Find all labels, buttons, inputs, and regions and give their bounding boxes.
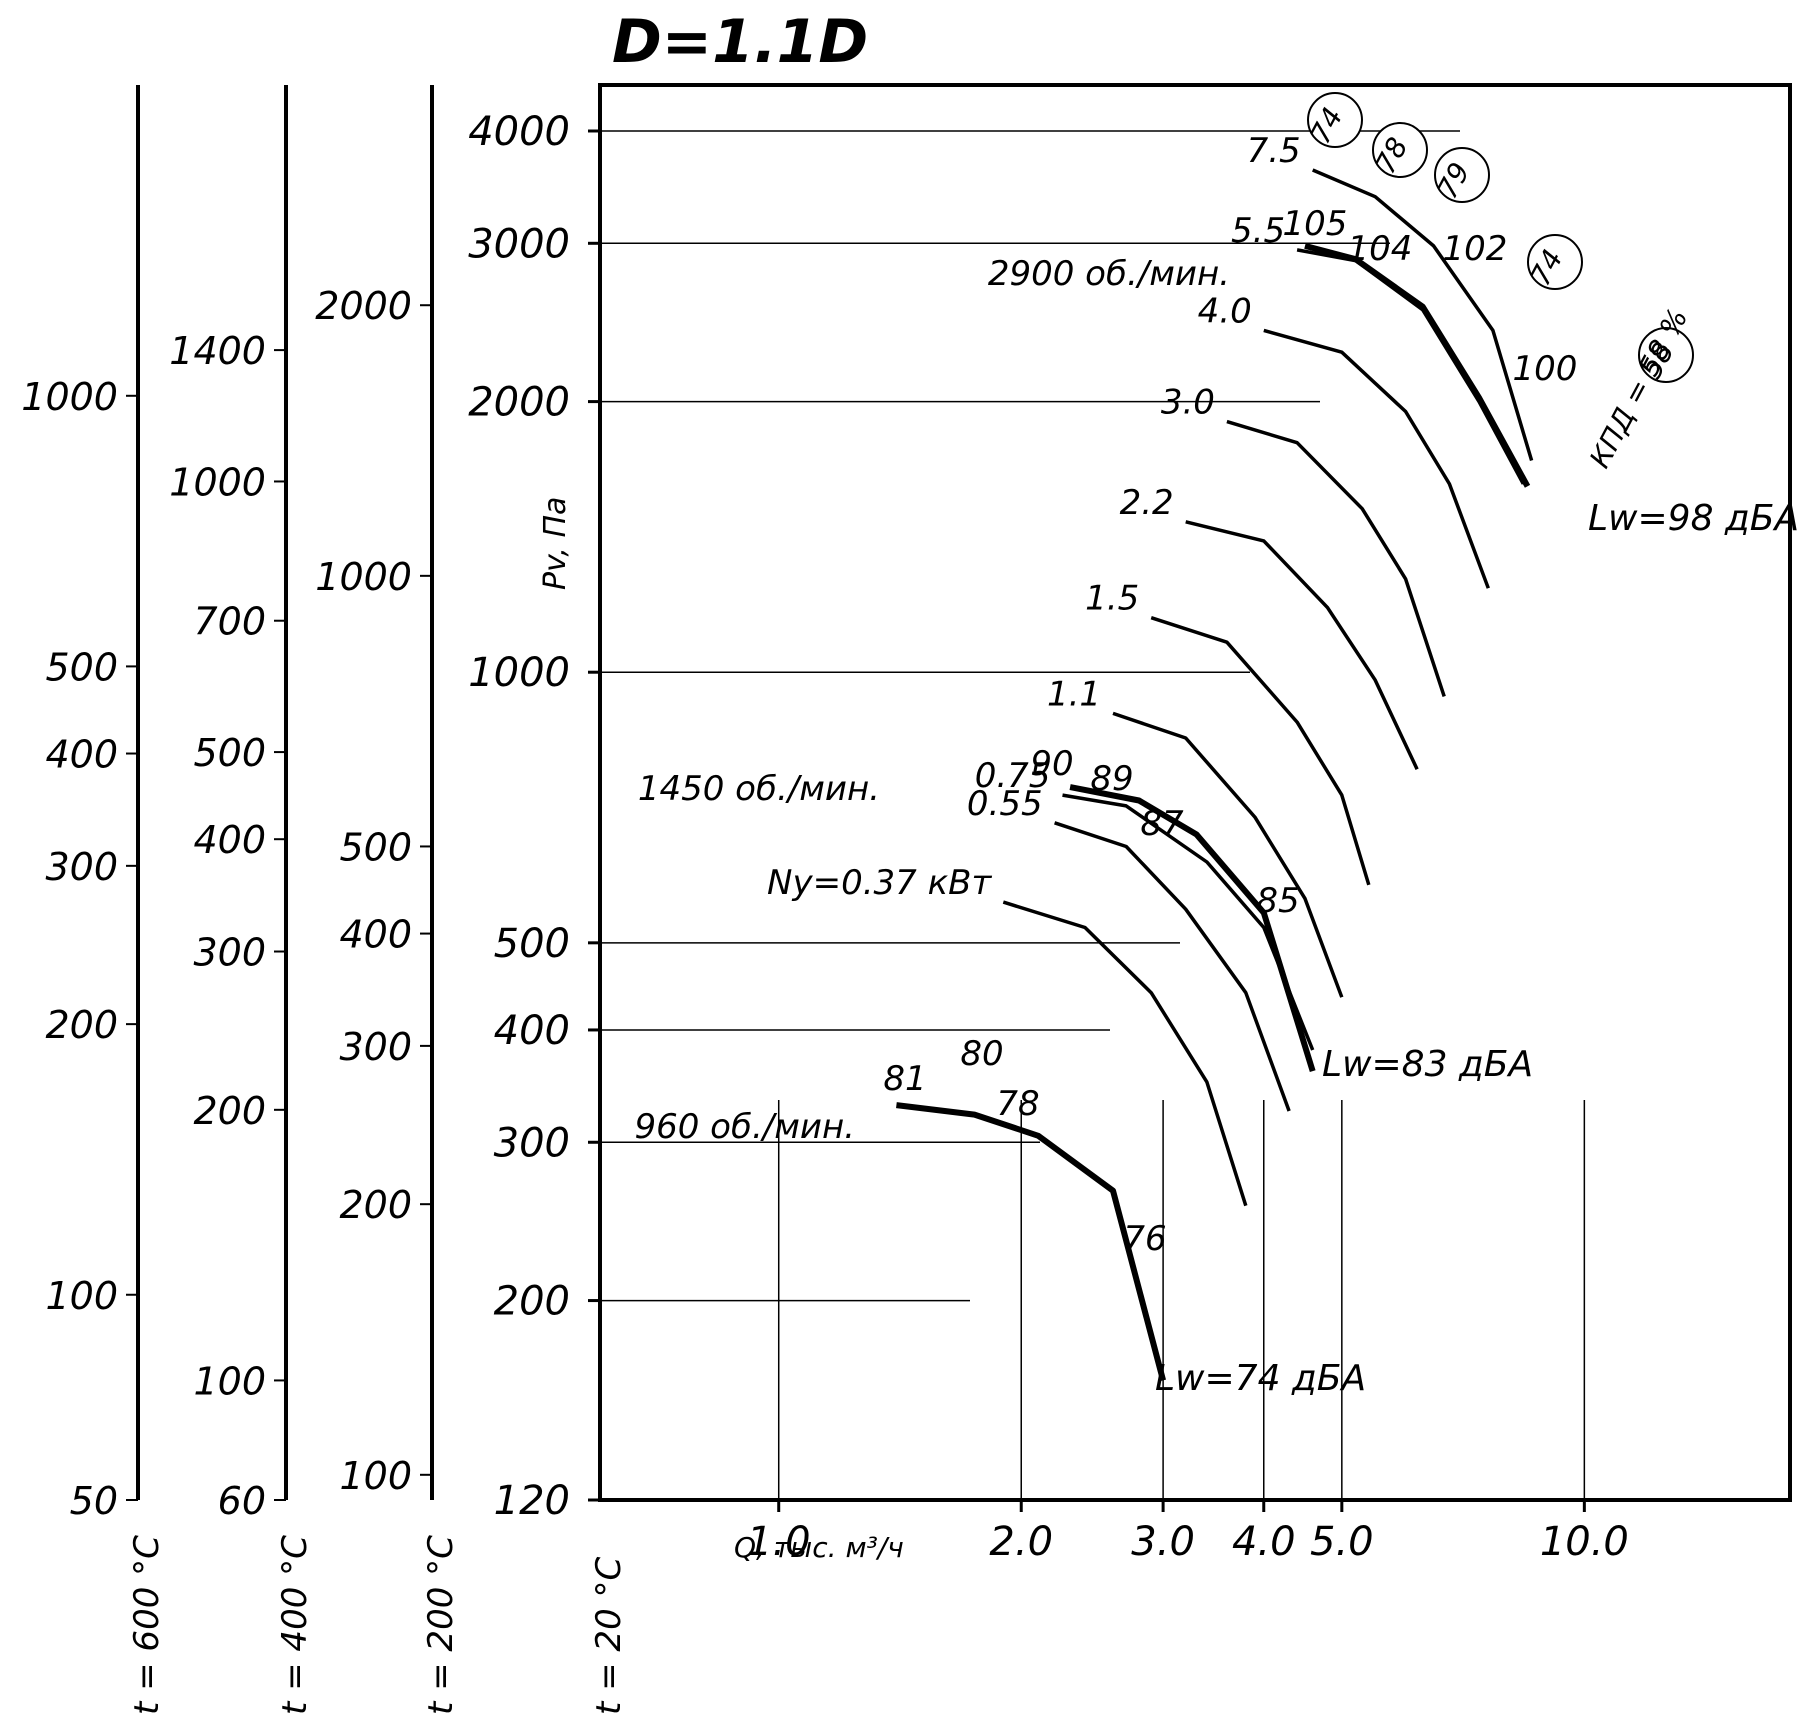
- temp-tick-label: 300: [45, 845, 118, 889]
- temp-tick-label: 1000: [169, 460, 266, 504]
- pressure-curve: [1054, 821, 1291, 1112]
- power-label: 2.2: [1120, 483, 1174, 523]
- grid: [600, 130, 1586, 1501]
- power-label: 0.75: [975, 756, 1051, 796]
- temp-tick-label: 1400: [169, 329, 266, 373]
- noise-label: 85: [1256, 881, 1299, 921]
- chart-title: D=1.1D: [612, 7, 868, 77]
- noise-level-label: Lw=74 дБА: [1155, 1358, 1366, 1399]
- noise-label: 78: [996, 1084, 1039, 1124]
- efficiency-circle: [1434, 147, 1490, 203]
- plot-frame: [598, 83, 1792, 1502]
- y-tick-label: 400: [494, 1008, 570, 1054]
- power-label: 0.55: [967, 784, 1043, 824]
- temp-axis-label: t = 600 °C: [127, 1535, 167, 1715]
- temp-axis-label: t = 20 °C: [589, 1556, 629, 1715]
- efficiency-label: КПД = 58 %: [1583, 303, 1694, 473]
- pressure-curve: [1150, 616, 1371, 886]
- noise-label: 87: [1140, 804, 1184, 844]
- efficiency-circle: [1527, 234, 1583, 290]
- speed-label: 2900 об./мин.: [988, 254, 1230, 294]
- temp-tick-label: 500: [193, 731, 266, 775]
- noise-label: 81: [883, 1059, 926, 1099]
- temp-tick-label: 300: [339, 1025, 412, 1069]
- efficiency-circle: [1638, 327, 1694, 383]
- speed-label: 1450 об./мин.: [638, 769, 880, 809]
- power-label: 5.5: [1231, 211, 1285, 251]
- temp-tick-label: 500: [339, 825, 412, 869]
- noise-label: 105: [1283, 204, 1348, 244]
- power-label: Ny=0.37 кВт: [767, 863, 992, 903]
- power-label: 7.5: [1247, 131, 1301, 171]
- x-tick-label: 2.0: [989, 1519, 1053, 1565]
- x-tick-label: 5.0: [1310, 1519, 1374, 1565]
- temp-tick-label: 100: [45, 1274, 118, 1318]
- y-tick-label: 500: [494, 921, 570, 967]
- temp-tick-label: 400: [339, 913, 412, 957]
- y-tick-label: 200: [494, 1279, 570, 1325]
- efficiency-circle: [1372, 122, 1428, 178]
- noise-label: 104: [1348, 229, 1413, 269]
- temp-tick-label: 50: [70, 1479, 118, 1523]
- noise-level-label: Lw=98 дБА: [1588, 498, 1799, 539]
- y-axis-label: Pv, Па: [538, 497, 573, 590]
- pressure-curve: [1062, 793, 1315, 1051]
- noise-label: 102: [1443, 229, 1508, 269]
- pressure-curve: [1263, 328, 1490, 589]
- noise-level-label: Lw=83 дБА: [1322, 1044, 1533, 1085]
- efficiency-circle: [1307, 92, 1363, 148]
- y-tick-label: 4000: [468, 109, 570, 155]
- noise-label: 80: [960, 1034, 1003, 1074]
- pressure-curve: [1069, 784, 1316, 1072]
- power-label: 3.0: [1161, 383, 1215, 423]
- temp-tick-label: 200: [193, 1089, 266, 1133]
- curves: [896, 168, 1534, 1382]
- power-label: 4.0: [1198, 291, 1252, 331]
- temp-tick-label: 100: [339, 1454, 412, 1498]
- x-tick-label: 10.0: [1540, 1519, 1629, 1565]
- pressure-curve: [1226, 419, 1446, 697]
- temp-tick-label: 1000: [315, 555, 412, 599]
- temp-tick-label: 300: [193, 931, 266, 975]
- axes: 120 200 300 400 500 1000 2000 3000 4000 1.0 2.0 3.0…: [21, 83, 1792, 1715]
- temp-tick-label: 500: [45, 645, 118, 689]
- power-label: 1.1: [1047, 674, 1101, 714]
- pressure-curve: [896, 1102, 1167, 1382]
- speed-label: 960 об./мин.: [634, 1107, 855, 1147]
- x-axis-label: Q, тыс. м³/ч: [734, 1531, 904, 1564]
- noise-label: 90: [1030, 744, 1073, 784]
- pressure-curve: [1304, 242, 1531, 488]
- noise-label: 89: [1090, 759, 1133, 799]
- pressure-curve: [1312, 168, 1534, 461]
- temp-axis-label: t = 400 °C: [275, 1535, 315, 1715]
- pressure-curve: [1002, 900, 1248, 1207]
- temp-tick-label: 400: [193, 818, 266, 862]
- pressure-curve: [1185, 520, 1419, 770]
- temp-tick-label: 200: [45, 1003, 118, 1047]
- pressure-curve: [1296, 248, 1525, 485]
- x-tick-label: 1.0: [747, 1519, 811, 1565]
- temp-tick-label: 1000: [21, 375, 118, 419]
- temp-tick-label: 2000: [315, 284, 412, 328]
- labels: 7.5 5.5 4.0 3.0 2.2 1.5 1.1 0.750.55 Ny=0.37 кВт…: [634, 92, 1799, 1399]
- y-tick-label: 120: [494, 1478, 570, 1524]
- temp-tick-label: 100: [193, 1359, 266, 1403]
- y-tick-label: 3000: [468, 221, 570, 267]
- temp-tick-label: 400: [45, 733, 118, 777]
- temp-axis-label: t = 200 °C: [421, 1535, 461, 1715]
- noise-label: 76: [1123, 1219, 1166, 1259]
- y-tick-label: 1000: [468, 650, 570, 696]
- noise-label: 100: [1513, 349, 1578, 389]
- power-label: 1.5: [1085, 579, 1139, 619]
- temp-tick-label: 200: [339, 1183, 412, 1227]
- x-tick-label: 3.0: [1131, 1519, 1195, 1565]
- temp-tick-label: 700: [193, 600, 266, 644]
- x-tick-label: 4.0: [1232, 1519, 1296, 1565]
- pressure-curve: [1112, 711, 1344, 998]
- y-tick-label: 2000: [468, 380, 570, 426]
- temp-tick-label: 60: [218, 1479, 266, 1523]
- y-tick-label: 300: [494, 1120, 570, 1166]
